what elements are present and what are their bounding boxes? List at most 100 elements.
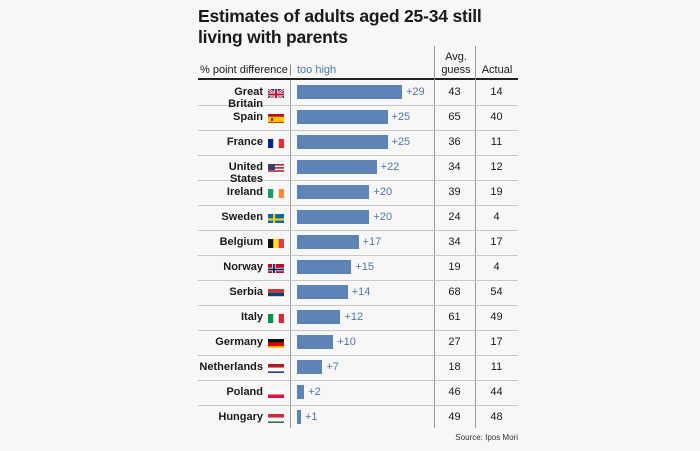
country-label: France (226, 136, 263, 148)
flag-de-icon (268, 337, 284, 348)
avg-guess-value: 24 (448, 211, 461, 223)
table-row: Serbia +14 68 54 (198, 280, 518, 306)
avg-guess-value: 68 (448, 286, 461, 298)
bar-value-label: +7 (326, 361, 339, 373)
actual-value: 11 (490, 136, 503, 148)
actual-value: 4 (493, 211, 500, 223)
actual-value: 17 (490, 236, 503, 248)
table-row: France +25 36 11 (198, 130, 518, 156)
avg-guess-value: 61 (448, 311, 461, 323)
bar-hu (297, 410, 301, 424)
actual-value: 48 (490, 411, 503, 423)
bar-ie (297, 185, 370, 199)
actual-value: 49 (490, 311, 503, 323)
country-label: Great Britain (228, 86, 263, 110)
avg-guess-value: 46 (448, 386, 461, 398)
avg-guess-value: 19 (448, 261, 461, 273)
bar-value-label: +1 (305, 411, 318, 423)
country-label: Germany (215, 336, 263, 348)
country-label: Serbia (229, 286, 263, 298)
source-note: Source: Ipos Mori (455, 433, 518, 442)
table-row: Great Britain +29 43 14 (198, 80, 518, 110)
avg-guess-value: 43 (448, 86, 461, 98)
bar-value-label: +25 (391, 111, 411, 123)
column-divider-bars (290, 80, 291, 428)
bar-gb (297, 85, 402, 99)
table-row: Hungary +1 49 48 (198, 405, 518, 430)
bar-se (297, 210, 370, 224)
table-row: United States +22 34 12 (198, 155, 518, 185)
actual-value: 44 (490, 386, 503, 398)
flag-it-icon (268, 312, 284, 323)
flag-fr-icon (268, 137, 284, 148)
bar-value-label: +29 (406, 86, 425, 98)
bar-value-label: +17 (362, 236, 382, 248)
bar-no (297, 260, 352, 274)
avg-guess-value: 49 (448, 411, 461, 423)
table-row: Spain +25 65 40 (198, 105, 518, 131)
bar-value-label: +22 (380, 161, 400, 173)
bar-fr (297, 135, 388, 149)
flag-be-icon (268, 237, 284, 248)
header-divider: | (289, 64, 292, 76)
flag-us-icon (268, 162, 284, 173)
avg-guess-value: 34 (448, 236, 461, 248)
country-label: Poland (226, 386, 263, 398)
bar-rs (297, 285, 348, 299)
table-row: Poland +2 46 44 (198, 380, 518, 406)
actual-value: 19 (490, 186, 503, 198)
table-row: Sweden +20 24 4 (198, 205, 518, 231)
column-divider-guess (434, 46, 435, 428)
country-label: Italy (240, 311, 263, 323)
flag-gb-icon (268, 87, 284, 98)
bar-pl (297, 385, 305, 399)
table-row: Netherlands +7 18 11 (198, 355, 518, 381)
actual-value: 14 (490, 86, 503, 98)
bar-de (297, 335, 334, 349)
country-label: Hungary (218, 411, 263, 423)
flag-rs-icon (268, 287, 284, 298)
bar-es (297, 110, 388, 124)
actual-value: 17 (490, 336, 503, 348)
country-label: Sweden (221, 211, 263, 223)
flag-ie-icon (268, 187, 284, 198)
actual-value: 4 (493, 261, 500, 273)
bar-value-label: +2 (308, 386, 321, 398)
header-actual: Actual (481, 64, 513, 76)
actual-value: 54 (490, 286, 503, 298)
avg-guess-value: 34 (448, 161, 461, 173)
header-rule (198, 78, 518, 80)
bar-it (297, 310, 341, 324)
actual-value: 40 (490, 111, 503, 123)
flag-nl-icon (268, 362, 284, 373)
avg-guess-value: 65 (448, 111, 461, 123)
bar-us (297, 160, 377, 174)
bar-value-label: +12 (344, 311, 364, 323)
table-row: Belgium +17 34 17 (198, 230, 518, 256)
country-label: Belgium (219, 236, 263, 248)
country-label: Ireland (226, 186, 263, 198)
table-row: Germany +10 27 17 (198, 330, 518, 356)
actual-value: 12 (490, 161, 503, 173)
bar-value-label: +25 (391, 136, 411, 148)
bar-nl (297, 360, 323, 374)
bar-value-label: +15 (355, 261, 374, 273)
avg-guess-value: 18 (448, 361, 461, 373)
country-label: Netherlands (199, 361, 263, 373)
avg-guess-value: 27 (448, 336, 461, 348)
table-row: Ireland +20 39 19 (198, 180, 518, 206)
country-label: United States (228, 161, 263, 185)
flag-no-icon (268, 262, 284, 273)
bar-be (297, 235, 359, 249)
chart-title: Estimates of adults aged 25-34 still liv… (198, 6, 482, 47)
header-point-difference: % point difference (200, 64, 288, 76)
header-avg-guess: Avg. guess (441, 51, 471, 76)
flag-es-icon (268, 112, 284, 123)
table-row: Norway +15 19 4 (198, 255, 518, 281)
table-row: Italy +12 61 49 (198, 305, 518, 331)
column-divider-actual (475, 46, 476, 428)
flag-hu-icon (268, 412, 284, 423)
bar-value-label: +10 (337, 336, 356, 348)
bar-value-label: +14 (351, 286, 371, 298)
actual-value: 11 (490, 361, 503, 373)
